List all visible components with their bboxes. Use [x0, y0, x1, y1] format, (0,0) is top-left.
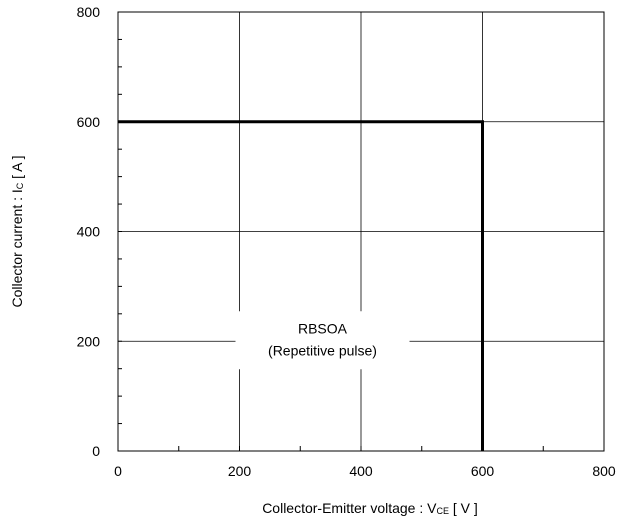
x-tick-labels: 0 200 400 600 800: [114, 463, 616, 479]
plot-frame: [117, 11, 605, 452]
x-tick-label: 200: [228, 463, 252, 479]
y-tick-labels: 0 200 400 600 800: [77, 4, 101, 459]
y-axis-title-subscript: C: [15, 182, 25, 189]
x-tick-label: 600: [471, 463, 495, 479]
x-tick-label: 0: [114, 463, 122, 479]
x-axis-title-suffix: [ V ]: [449, 500, 478, 516]
annotation-line: (Repetitive pulse): [268, 342, 377, 358]
y-tick-label: 800: [77, 4, 101, 20]
x-axis-title-subscript: CE: [436, 506, 449, 516]
y-tick-label: 200: [77, 333, 101, 349]
rbsoa-boundary-line: [118, 120, 484, 451]
x-tick-label: 400: [349, 463, 373, 479]
y-tick-label: 400: [77, 224, 101, 240]
grid-lines: [118, 12, 604, 451]
minor-ticks: [118, 38, 544, 451]
annotation-background: [235, 311, 410, 370]
y-axis-title: Collector current : IC [ A ]: [9, 155, 25, 307]
y-axis-title-suffix: [ A ]: [9, 155, 25, 182]
annotation-group: RBSOA (Repetitive pulse): [235, 311, 410, 370]
y-axis-title-prefix: Collector current : I: [9, 189, 25, 307]
y-tick-label: 0: [92, 443, 100, 459]
x-axis-title-prefix: Collector-Emitter voltage : V: [262, 500, 437, 516]
annotation-line: RBSOA: [298, 320, 348, 336]
series-group: [118, 120, 484, 451]
x-axis-title: Collector-Emitter voltage : VCE [ V ]: [262, 500, 478, 516]
x-tick-label: 800: [592, 463, 616, 479]
y-tick-label: 600: [77, 114, 101, 130]
